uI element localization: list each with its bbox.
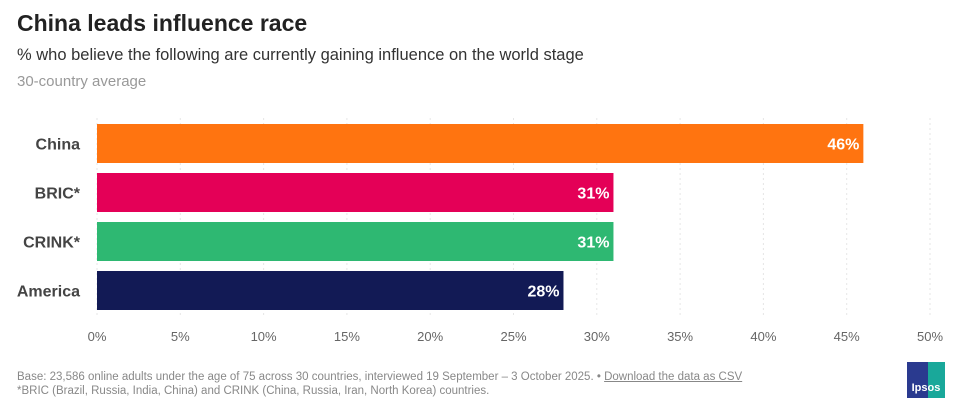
x-tick-label: 15% xyxy=(334,329,360,344)
bar-crink xyxy=(97,222,614,261)
data-label: 31% xyxy=(577,186,609,203)
ipsos-logo: Ipsos xyxy=(907,362,945,398)
chart-title: China leads influence race xyxy=(17,10,308,36)
category-label: America xyxy=(17,284,80,301)
x-tick-label: 0% xyxy=(88,329,107,344)
category-label: China xyxy=(36,137,81,154)
x-tick-label: 25% xyxy=(500,329,526,344)
data-label: 46% xyxy=(827,137,859,154)
chart-subtitle: % who believe the following are currentl… xyxy=(17,46,584,64)
footer-base: Base: 23,586 online adults under the age… xyxy=(17,371,601,383)
x-tick-label: 30% xyxy=(584,329,610,344)
data-label: 28% xyxy=(527,284,559,301)
footer: Base: 23,586 online adults under the age… xyxy=(17,370,742,398)
x-tick-label: 45% xyxy=(834,329,860,344)
x-tick-label: 35% xyxy=(667,329,693,344)
data-label: 31% xyxy=(577,235,609,252)
bar-bric xyxy=(97,173,614,212)
x-tick-label: 5% xyxy=(171,329,190,344)
bar-china xyxy=(97,124,864,163)
x-tick-label: 10% xyxy=(251,329,277,344)
x-tick-label: 50% xyxy=(917,329,943,344)
category-label: CRINK* xyxy=(23,235,81,252)
category-label: BRIC* xyxy=(35,186,81,203)
footer-definition: *BRIC (Brazil, Russia, India, China) and… xyxy=(17,385,490,397)
bar-america xyxy=(97,271,564,310)
x-tick-label: 40% xyxy=(750,329,776,344)
download-csv-link[interactable]: Download the data as CSV xyxy=(604,371,743,383)
chart-note: 30-country average xyxy=(17,73,147,90)
x-tick-label: 20% xyxy=(417,329,443,344)
